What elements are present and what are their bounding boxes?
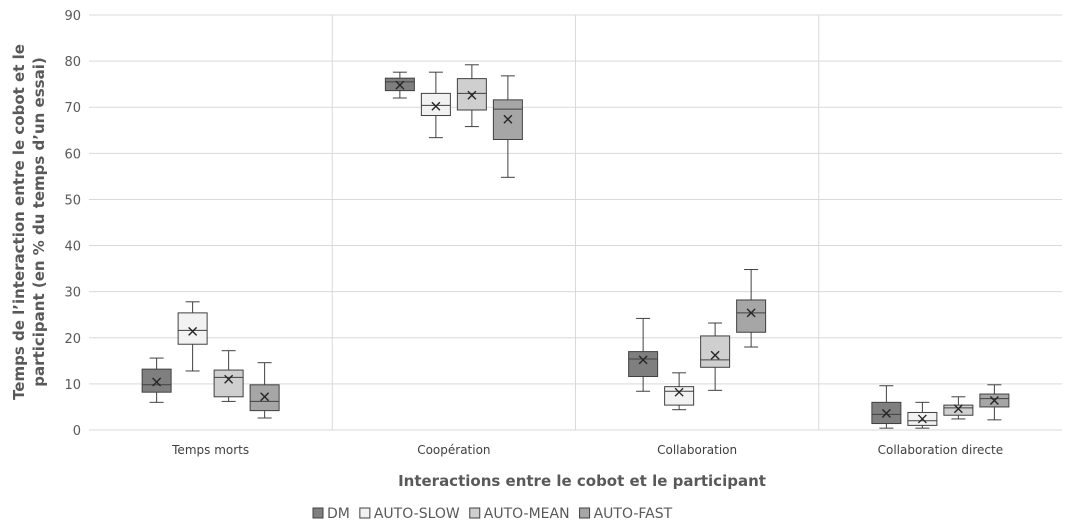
box-auto-mean: [456, 64, 487, 128]
mean-marker: [503, 114, 513, 124]
box-auto-mean: [943, 396, 974, 420]
box-dm: [384, 71, 415, 99]
mean-marker: [917, 414, 927, 424]
box-dm: [871, 385, 902, 429]
box-iqr: [736, 299, 767, 333]
series-auto-mean: [213, 64, 974, 420]
box-auto-mean: [213, 350, 244, 402]
box-auto-slow: [664, 372, 695, 411]
y-axis-title-line-1: Temps de l’interaction entre le cobot et…: [10, 44, 28, 400]
series-auto-slow: [177, 71, 938, 429]
box-iqr: [213, 369, 244, 398]
box-auto-fast: [736, 269, 767, 348]
series-dm: [141, 71, 902, 429]
legend-label: AUTO-MEAN: [484, 506, 570, 522]
mean-marker: [881, 408, 891, 418]
y-tick-label: 0: [73, 424, 81, 439]
y-tick-label: 40: [64, 240, 81, 255]
x-tick-label: Coopération: [417, 443, 490, 457]
x-tick-label: Temps morts: [171, 443, 249, 457]
box-iqr: [141, 368, 172, 393]
box-auto-slow: [177, 301, 208, 372]
box-iqr: [700, 335, 731, 368]
mean-marker: [710, 350, 720, 360]
box-auto-fast: [249, 362, 280, 419]
mean-marker: [638, 355, 648, 365]
mean-marker: [152, 377, 162, 387]
y-tick-label: 80: [64, 55, 81, 70]
box-auto-slow: [420, 71, 451, 139]
legend-label: DM: [327, 506, 350, 522]
box-series: [141, 64, 1010, 429]
box-iqr: [664, 386, 695, 406]
x-tick-label: Collaboration: [657, 443, 737, 457]
box-iqr: [943, 404, 974, 416]
legend-item-auto-slow: AUTO-SLOW: [359, 506, 460, 522]
series-auto-fast: [249, 75, 1010, 421]
box-iqr: [628, 351, 659, 378]
legend: DM AUTO-SLOW AUTO-MEAN AUTO-FAST: [312, 506, 673, 522]
mean-marker: [224, 374, 234, 384]
legend-label: AUTO-SLOW: [374, 506, 460, 522]
y-axis-title: Temps de l’interaction entre le cobot et…: [10, 44, 48, 400]
legend-swatch: [359, 507, 371, 519]
box-dm: [141, 357, 172, 403]
x-tick-label: Collaboration directe: [878, 443, 1003, 457]
mean-marker: [989, 395, 999, 405]
box-auto-mean: [700, 322, 731, 391]
y-tick-label: 30: [64, 286, 81, 301]
mean-marker: [674, 387, 684, 397]
grid-lines: [89, 14, 1062, 431]
legend-label: AUTO-FAST: [594, 506, 673, 522]
y-tick-label: 50: [64, 193, 81, 208]
box-auto-fast: [979, 384, 1010, 421]
x-axis-title: Interactions entre le cobot et le partic…: [398, 472, 766, 490]
y-tick-label: 20: [64, 332, 81, 347]
y-tick-label: 70: [64, 101, 81, 116]
legend-swatch: [312, 507, 324, 519]
mean-marker: [431, 101, 441, 111]
mean-marker: [953, 404, 963, 414]
y-axis-ticks: 0 10 20 30 40 50 60 70 80 90: [64, 9, 81, 439]
box-dm: [628, 317, 659, 392]
legend-swatch: [469, 507, 481, 519]
box-auto-slow: [907, 401, 938, 429]
y-tick-label: 60: [64, 147, 81, 162]
legend-item-auto-mean: AUTO-MEAN: [469, 506, 570, 522]
mean-marker: [467, 90, 477, 100]
mean-marker: [260, 392, 270, 402]
box-auto-fast: [492, 75, 523, 178]
y-tick-label: 10: [64, 378, 81, 393]
box-iqr: [177, 312, 208, 345]
mean-marker: [746, 308, 756, 318]
mean-marker: [188, 326, 198, 336]
x-axis-categories: Temps morts Coopération Collaboration Colla…: [171, 443, 1003, 457]
legend-swatch: [579, 507, 591, 519]
mean-marker: [395, 80, 405, 90]
y-axis-title-line-2: participant (en % du temps d’un essai): [30, 57, 48, 386]
legend-item-auto-fast: AUTO-FAST: [579, 506, 673, 522]
y-tick-label: 90: [64, 9, 81, 24]
box-iqr: [420, 92, 451, 117]
legend-item-dm: DM: [312, 506, 350, 522]
